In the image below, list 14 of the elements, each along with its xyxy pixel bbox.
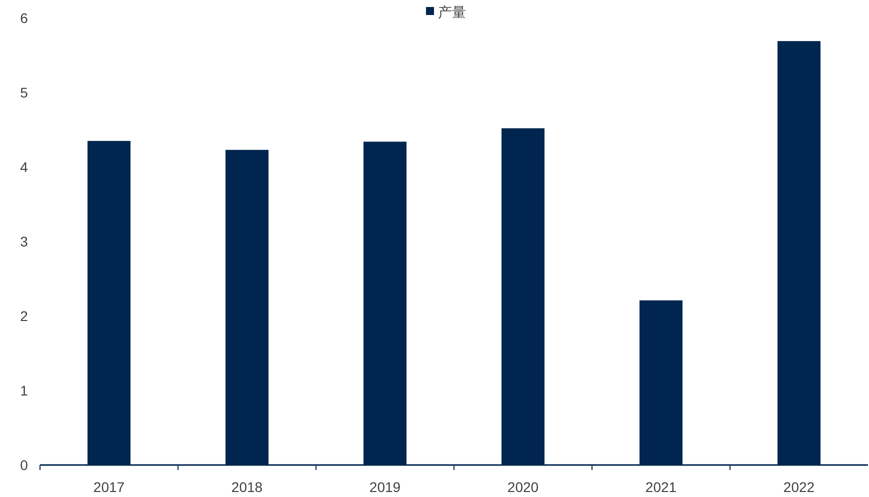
y-tick-label: 4: [20, 159, 28, 175]
y-tick-label: 5: [20, 84, 28, 100]
y-tick-label: 3: [20, 234, 28, 250]
x-tick-label: 2020: [507, 479, 539, 495]
x-tick-label: 2021: [645, 479, 677, 495]
x-tick-label: 2018: [231, 479, 263, 495]
y-tick-label: 0: [20, 457, 28, 473]
legend-label: 产量: [438, 4, 466, 20]
y-tick-label: 1: [20, 382, 28, 398]
x-tick-label: 2019: [369, 479, 401, 495]
x-tick-label: 2022: [783, 479, 815, 495]
y-tick-label: 6: [20, 10, 28, 26]
y-tick-label: 2: [20, 308, 28, 324]
x-tick-label: 2017: [93, 479, 125, 495]
